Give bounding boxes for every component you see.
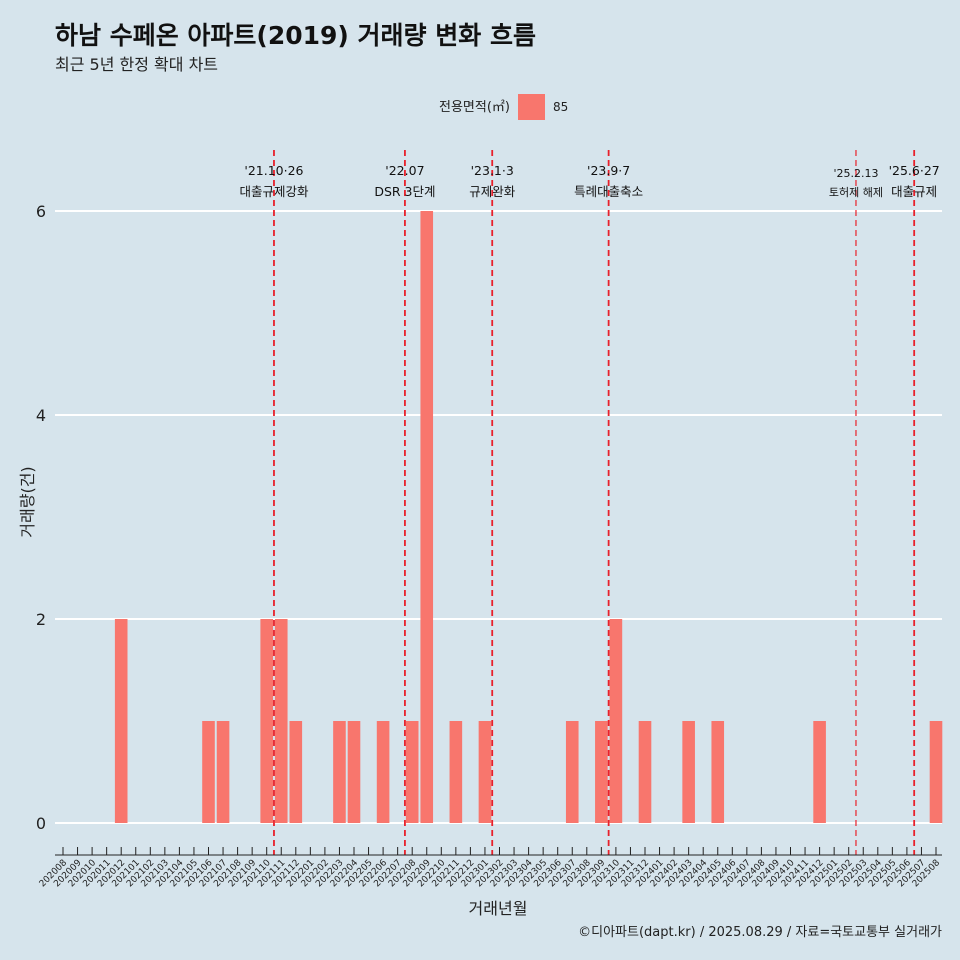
bar-202508 — [929, 721, 943, 823]
annotation-date-label: '25.2.13 — [833, 167, 878, 180]
chart-title: 하남 수페온 아파트(2019) 거래량 변화 흐름 — [55, 21, 536, 50]
bar-202107 — [216, 721, 230, 823]
bar-202203 — [333, 721, 346, 823]
bar-202206 — [376, 721, 390, 823]
y-ticks: 0 2 4 6 — [36, 202, 46, 833]
annotation-event-label: 대출규제 — [891, 184, 937, 199]
annotation-date-label: '25.6·27 — [889, 163, 940, 178]
legend-item-label: 85 — [553, 100, 568, 114]
legend: 전용면적(㎡) 85 — [439, 94, 568, 120]
bar-202301 — [478, 721, 492, 823]
y-tick-label: 0 — [36, 814, 46, 833]
annotations: '21.10·26 대출규제강화 '22.07 DSR 3단계 '23.1·3 규제완화 '… — [239, 150, 940, 855]
bars — [114, 211, 943, 823]
x-axis-title: 거래년월 — [469, 899, 528, 918]
bar-202208 — [405, 721, 419, 823]
grid — [55, 210, 942, 824]
y-tick-label: 6 — [36, 202, 46, 221]
bar-202307 — [565, 721, 579, 823]
annotation-date-label: '22.07 — [385, 163, 424, 178]
bar-202412 — [813, 721, 826, 823]
legend-title: 전용면적(㎡) — [439, 100, 510, 115]
bar-202106 — [202, 721, 215, 823]
bar-202405 — [711, 721, 725, 823]
y-tick-label: 4 — [36, 406, 46, 425]
bar-202110 — [260, 619, 273, 823]
annotation-date-label: '21.10·26 — [244, 163, 303, 178]
y-tick-label: 2 — [36, 610, 46, 629]
bar-202012 — [114, 619, 128, 823]
bar-202312 — [638, 721, 652, 823]
bar-202309 — [595, 721, 608, 823]
y-axis-title: 거래량(건) — [18, 466, 37, 537]
chart-subtitle: 최근 5년 한정 확대 차트 — [55, 55, 218, 74]
bar-202403 — [682, 721, 695, 823]
annotation-date-label: '23.9·7 — [587, 163, 630, 178]
bar-202211 — [449, 721, 463, 823]
bar-202310 — [609, 619, 623, 823]
annotation-event-label: 특례대출축소 — [574, 184, 643, 199]
bar-202204 — [347, 721, 361, 823]
bar-202112 — [289, 721, 303, 823]
annotation-event-label: 토허제 해제 — [829, 185, 883, 199]
x-axis: 2020082020092020102020112020122021012021… — [38, 847, 942, 889]
annotation-event-label: DSR 3단계 — [374, 184, 435, 199]
legend-swatch — [518, 94, 545, 120]
bar-202111 — [274, 619, 288, 823]
annotation-event-label: 규제완화 — [469, 184, 516, 199]
annotation-event-label: 대출규제강화 — [239, 184, 309, 199]
annotation-date-label: '23.1·3 — [471, 163, 514, 178]
bar-202209 — [420, 211, 434, 823]
caption: ©디아파트(dapt.kr) / 2025.08.29 / 자료=국토교통부 실… — [578, 925, 942, 940]
